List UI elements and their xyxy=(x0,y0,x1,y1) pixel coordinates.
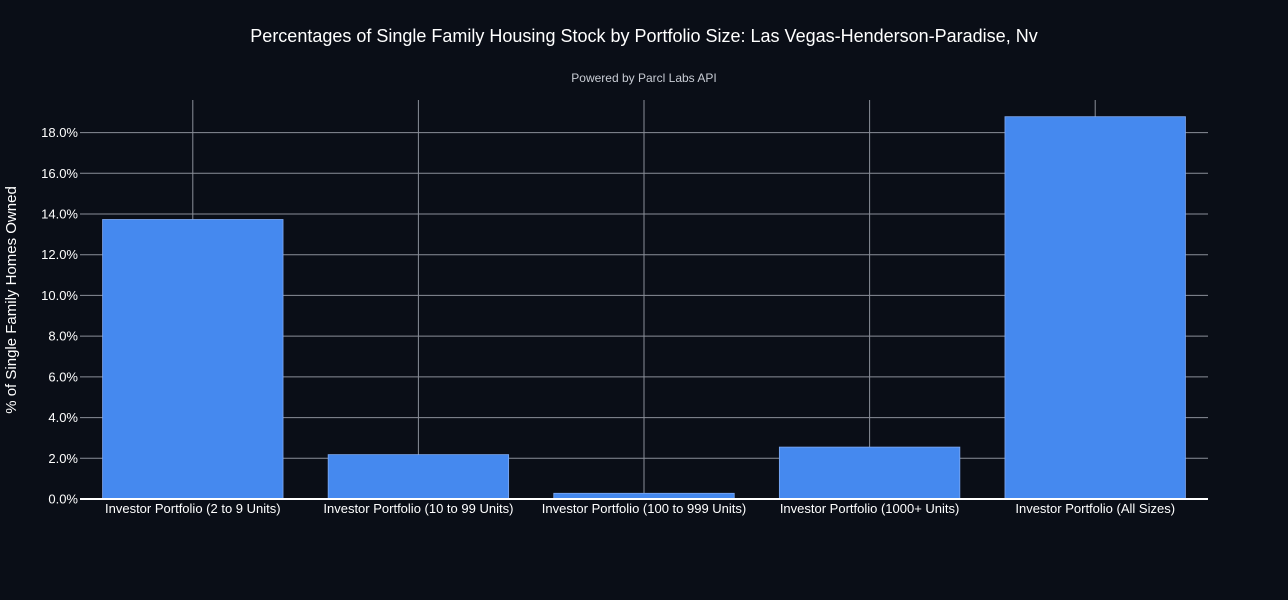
y-tick-label: 2.0% xyxy=(48,451,78,466)
y-tick-label: 4.0% xyxy=(48,410,78,425)
bars xyxy=(102,116,1186,500)
y-tick-label: 12.0% xyxy=(41,247,78,262)
x-tick-label: Investor Portfolio (All Sizes) xyxy=(1015,501,1175,516)
y-tick-label: 6.0% xyxy=(48,369,78,384)
y-tick-label: 8.0% xyxy=(48,329,78,344)
x-tick-label: Investor Portfolio (2 to 9 Units) xyxy=(105,501,281,516)
y-tick-label: 16.0% xyxy=(41,166,78,181)
y-tick-label: 14.0% xyxy=(41,207,78,222)
x-tick-label: Investor Portfolio (1000+ Units) xyxy=(780,501,960,516)
x-tick-label: Investor Portfolio (100 to 999 Units) xyxy=(542,501,747,516)
y-tick-label: 10.0% xyxy=(41,288,78,303)
y-tick-label: 0.0% xyxy=(48,492,78,507)
y-tick-label: 18.0% xyxy=(41,125,78,140)
bar xyxy=(327,454,510,500)
y-axis-label: % of Single Family Homes Owned xyxy=(3,186,20,414)
axes: 0.0% 2.0% 4.0% 6.0% 8.0% 10.0% 12.0% 14.0% 16.0%… xyxy=(41,125,1208,516)
chart-subtitle: Powered by Parcl Labs API xyxy=(571,71,716,85)
bar xyxy=(102,219,284,500)
x-tick-label: Investor Portfolio (10 to 99 Units) xyxy=(323,501,513,516)
chart-title: Percentages of Single Family Housing Sto… xyxy=(250,26,1037,46)
bar xyxy=(778,446,961,500)
bar xyxy=(1004,116,1186,500)
